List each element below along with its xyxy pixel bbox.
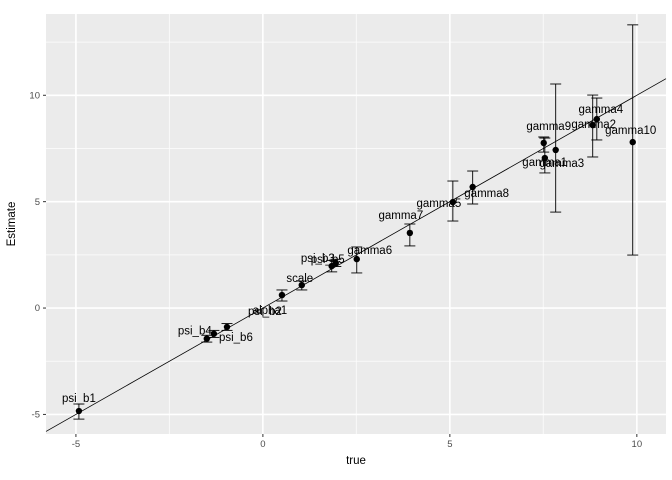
data-point: [540, 139, 547, 147]
point-label: gamma10: [605, 125, 656, 137]
data-point: [406, 229, 414, 237]
point-label: gamma5: [416, 198, 461, 210]
data-point: [589, 121, 596, 129]
x-tick-label: 10: [632, 439, 643, 450]
point-label: gamma2: [571, 119, 616, 131]
data-point: [210, 330, 218, 337]
point-label: psi_b6: [219, 332, 253, 344]
point-label: psi_b3: [301, 253, 335, 265]
data-point: [469, 183, 476, 191]
point-label: scale: [286, 273, 313, 285]
point-label: gamma4: [578, 104, 623, 116]
data-point: [629, 138, 636, 146]
point-label: psi_b4: [178, 326, 212, 338]
point-label: gamma3: [539, 158, 584, 170]
point-label: gamma8: [464, 188, 509, 200]
point-label: gamma9: [526, 121, 571, 133]
point-label: psi_b1: [62, 393, 96, 405]
point-label: gamma6: [347, 245, 392, 257]
data-point: [332, 259, 340, 267]
data-point: [552, 146, 559, 154]
data-point: [449, 198, 457, 206]
identity-line: [45, 78, 667, 432]
x-tick-label: -5: [72, 439, 80, 450]
x-axis-title: true: [346, 455, 366, 467]
point-label: psi_b2: [248, 306, 282, 318]
y-axis-title: Estimate: [6, 201, 18, 247]
data-point: [223, 323, 231, 331]
data-point: [75, 407, 83, 415]
y-tick-label: -5: [32, 410, 40, 421]
data-point: [593, 115, 601, 123]
y-tick-label: 10: [29, 90, 40, 101]
point-label: gamma7: [378, 210, 423, 222]
data-point: [353, 255, 360, 263]
data-point: [298, 281, 305, 289]
point-label: gamma1: [522, 157, 567, 169]
point-label: psi_b5: [311, 254, 345, 266]
data-point: [541, 154, 549, 162]
point-label: alpha1: [253, 305, 288, 317]
data-point: [203, 335, 210, 342]
y-tick-label: 5: [35, 197, 40, 208]
x-tick-label: 5: [447, 439, 452, 450]
x-tick-label: 0: [260, 439, 265, 450]
data-point: [278, 291, 286, 299]
y-tick-label: 0: [35, 303, 40, 314]
